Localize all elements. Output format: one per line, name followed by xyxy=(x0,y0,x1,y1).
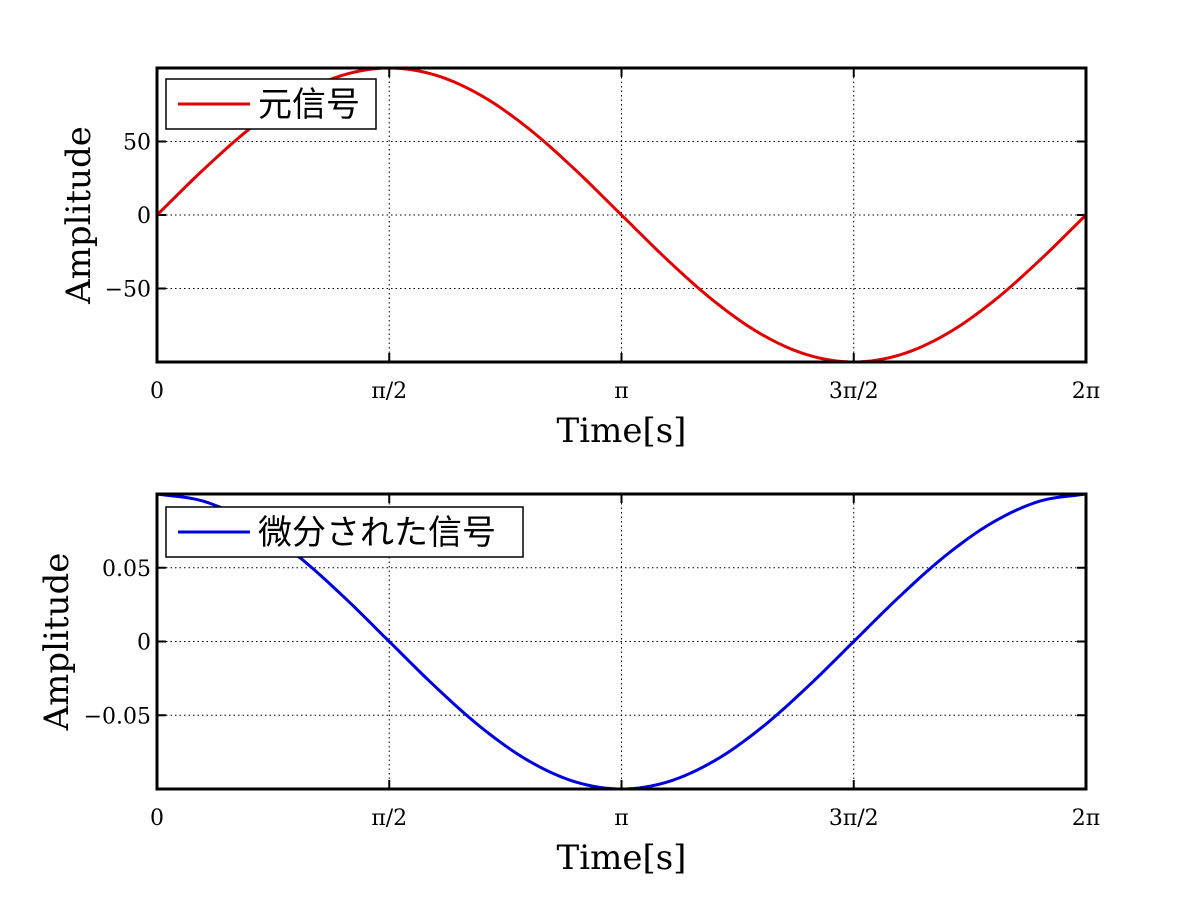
y-axis-label: Amplitude xyxy=(37,553,77,732)
axes-frame xyxy=(155,492,1088,791)
legend-label: 微分された信号 xyxy=(258,513,496,553)
x-tick-label: 2π xyxy=(1072,379,1100,404)
x-tick-label: π/2 xyxy=(371,806,407,831)
x-tick-label: π xyxy=(614,379,628,404)
legend: 元信号 xyxy=(165,78,377,130)
legend: 微分された信号 xyxy=(165,506,524,558)
x-axis-label: Time[s] xyxy=(557,838,687,878)
x-tick-label: 0 xyxy=(150,379,164,404)
y-tick-label: 0 xyxy=(137,204,151,229)
y-tick-label: 50 xyxy=(123,131,151,156)
subplot-1: 0 π/2 π 3π/2 2π 50 0 −50 Time[s] Amplitude 元信号 xyxy=(59,66,1100,451)
x-tick-label: π/2 xyxy=(371,379,407,404)
subplot-2: 0 π/2 π 3π/2 2π 0.05 0 −0.05 Time[s] Amplitude 微分さ… xyxy=(37,492,1100,878)
x-axis-label: Time[s] xyxy=(557,411,687,451)
x-tick-label: 2π xyxy=(1072,806,1100,831)
legend-label: 元信号 xyxy=(258,85,360,125)
x-tick-label: π xyxy=(614,806,628,831)
x-tick-label: 0 xyxy=(150,806,164,831)
y-axis-label: Amplitude xyxy=(59,126,99,305)
y-tick-label: −50 xyxy=(105,278,151,303)
x-tick-label: 3π/2 xyxy=(829,379,879,404)
y-tick-label: 0.05 xyxy=(102,557,151,582)
axes-frame xyxy=(155,66,1088,364)
y-tick-label: −0.05 xyxy=(84,704,151,729)
x-tick-label: 3π/2 xyxy=(829,806,879,831)
y-tick-label: 0 xyxy=(137,631,151,656)
